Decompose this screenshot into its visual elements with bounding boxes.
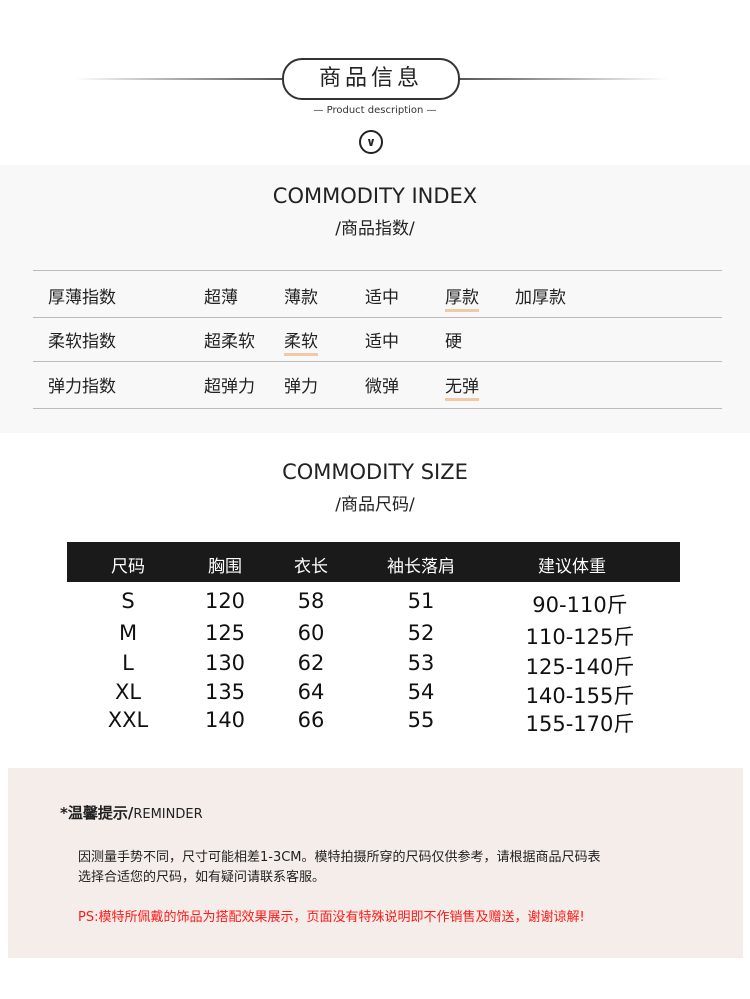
- index-row-label: 柔软指数: [48, 332, 116, 352]
- size-cell: 110-125斤: [525, 625, 635, 649]
- chevron-down-circle-icon: ∨: [359, 130, 383, 154]
- index-option: 适中: [365, 288, 399, 308]
- size-cell: 62: [297, 651, 325, 675]
- index-option: 弹力: [284, 377, 318, 397]
- index-option: 加厚款: [515, 288, 566, 308]
- size-table-header: [67, 542, 680, 582]
- reminder-title-cn: *温馨提示/: [60, 804, 134, 822]
- section-subtitle: — Product description —: [313, 105, 437, 116]
- divider-right: [458, 78, 668, 80]
- index-option-selected: 无弹: [445, 372, 479, 401]
- size-cell: XL: [114, 680, 142, 704]
- size-title: COMMODITY SIZE: [282, 460, 468, 484]
- row-divider: [33, 317, 722, 318]
- reminder-ps: PS:模特所佩戴的饰品为搭配效果展示，页面没有特殊说明即不作销售及赠送，谢谢谅解…: [78, 910, 585, 925]
- size-cell: XXL: [107, 708, 149, 732]
- size-cell: 58: [297, 589, 325, 613]
- index-option-selected: 厚款: [445, 283, 479, 312]
- size-cell: M: [118, 621, 138, 645]
- index-option: 硬: [445, 332, 462, 352]
- index-option: 微弹: [365, 377, 399, 397]
- reminder-title-en: REMINDER: [133, 807, 203, 822]
- index-option: 超柔软: [204, 332, 255, 352]
- size-cell: 90-110斤: [532, 593, 628, 617]
- divider-left: [75, 78, 282, 80]
- size-subtitle: /商品尺码/: [335, 495, 415, 515]
- row-divider: [33, 270, 722, 271]
- size-cell: 53: [407, 651, 435, 675]
- commodity-index-section: [0, 165, 750, 433]
- section-title: 商品信息: [282, 58, 460, 100]
- size-column-header: 衣长: [294, 557, 328, 577]
- row-divider: [33, 361, 722, 362]
- size-cell: 52: [407, 621, 435, 645]
- index-row-label: 厚薄指数: [48, 288, 116, 308]
- size-cell: 140: [204, 708, 246, 732]
- index-option: 超薄: [204, 288, 238, 308]
- size-cell: 125-140斤: [525, 655, 635, 679]
- size-cell: 55: [407, 708, 435, 732]
- size-cell: 120: [204, 589, 246, 613]
- size-cell: L: [122, 651, 134, 675]
- size-cell: 54: [407, 680, 435, 704]
- size-column-header: 胸围: [208, 557, 242, 577]
- size-cell: 140-155斤: [525, 684, 635, 708]
- index-option: 适中: [365, 332, 399, 352]
- reminder-box: [8, 768, 743, 958]
- index-option: 超弹力: [204, 377, 255, 397]
- size-column-header: 袖长落肩: [387, 557, 455, 577]
- size-column-header: 建议体重: [538, 557, 606, 577]
- size-cell: 51: [407, 589, 435, 613]
- size-cell: 66: [297, 708, 325, 732]
- reminder-line-2: 选择合适您的尺码，如有疑问请联系客服。: [78, 870, 326, 885]
- reminder-title: *温馨提示/REMINDER: [60, 802, 203, 823]
- index-row-label: 弹力指数: [48, 377, 116, 397]
- size-cell: 130: [204, 651, 246, 675]
- index-subtitle: /商品指数/: [335, 219, 415, 239]
- index-option: 薄款: [284, 288, 318, 308]
- size-cell: S: [121, 589, 135, 613]
- reminder-line-1: 因测量手势不同，尺寸可能相差1-3CM。模特拍摄所穿的尺码仅供参考，请根据商品尺…: [78, 850, 601, 865]
- size-column-header: 尺码: [111, 557, 145, 577]
- size-cell: 155-170斤: [525, 712, 635, 736]
- row-divider: [33, 408, 722, 409]
- size-cell: 60: [297, 621, 325, 645]
- index-title: COMMODITY INDEX: [272, 184, 478, 208]
- size-cell: 135: [204, 680, 246, 704]
- index-option-selected: 柔软: [284, 327, 318, 356]
- size-cell: 125: [204, 621, 246, 645]
- size-cell: 64: [297, 680, 325, 704]
